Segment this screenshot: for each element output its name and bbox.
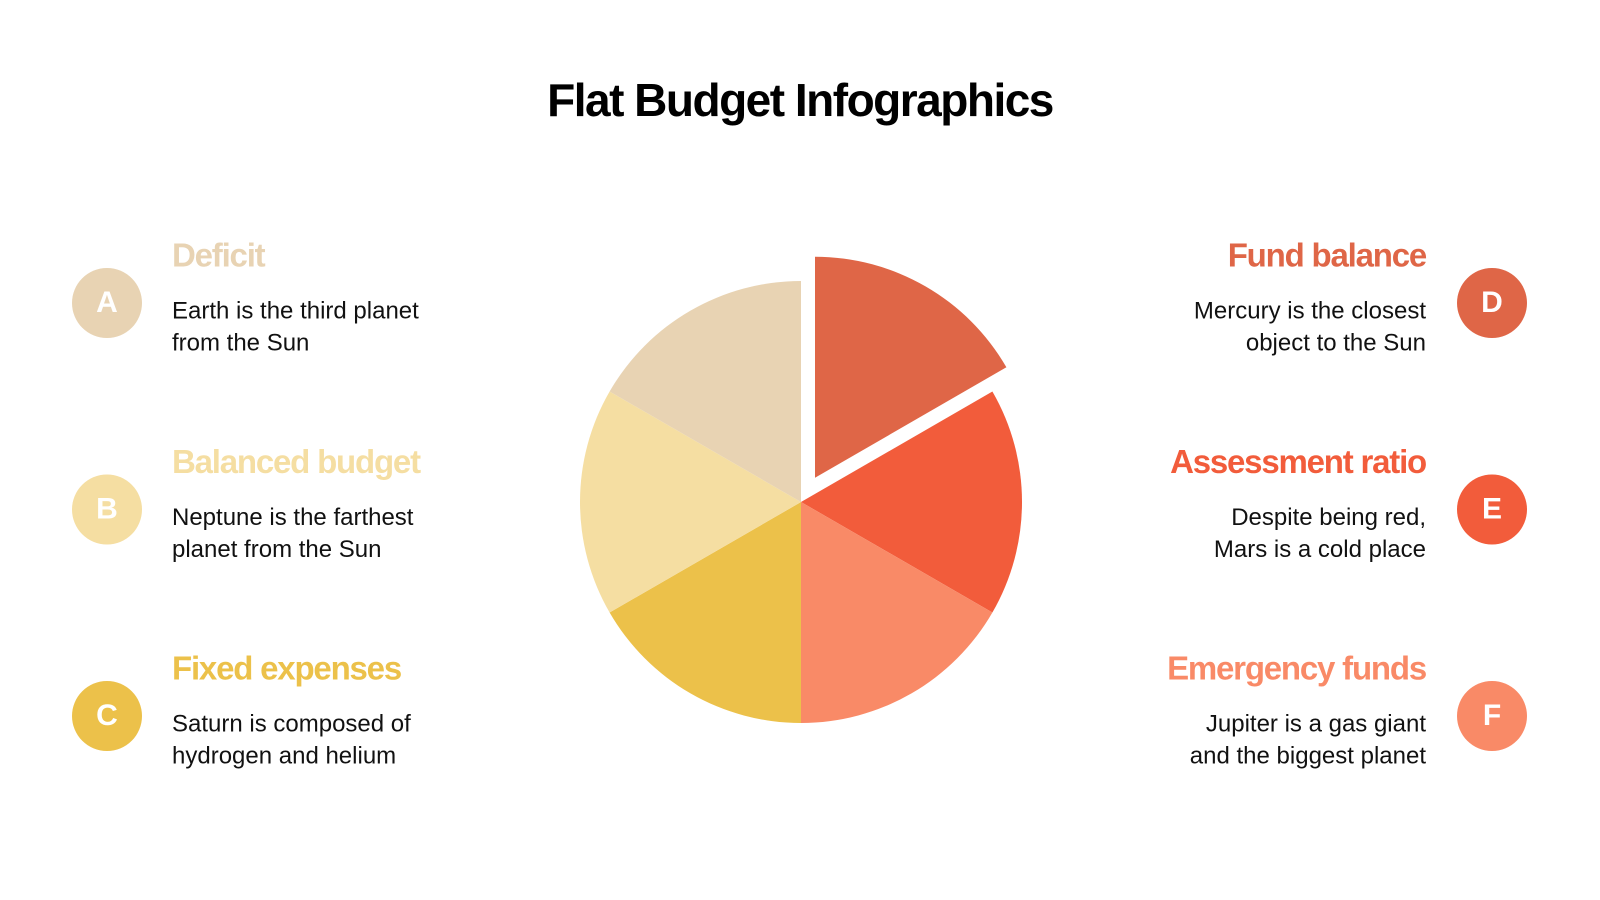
description: Despite being red, xyxy=(1231,504,1426,531)
pie-slice xyxy=(801,391,1022,613)
heading: Deficit xyxy=(172,237,266,274)
heading: Fixed expenses xyxy=(172,650,401,687)
letter: B xyxy=(96,492,118,525)
letter-badge xyxy=(1457,268,1527,338)
pie-slice xyxy=(609,502,801,723)
letter-badge xyxy=(1457,474,1527,545)
description: Neptune is the farthest xyxy=(172,504,414,531)
description: Mercury is the closest xyxy=(1194,297,1426,324)
letter-badge xyxy=(72,474,142,545)
letter-badge xyxy=(1457,681,1527,751)
description: Saturn is composed of xyxy=(172,710,411,737)
pie-slice xyxy=(580,391,801,613)
pie-slice xyxy=(801,502,993,723)
description: Earth is the third planet xyxy=(172,297,419,324)
letter: C xyxy=(96,699,118,732)
heading: Fund balance xyxy=(1228,237,1427,274)
pie-slice xyxy=(609,281,801,502)
letter-badge xyxy=(72,681,142,751)
letter: E xyxy=(1482,492,1502,525)
letter: F xyxy=(1483,699,1501,732)
pie-slice xyxy=(815,256,1007,478)
title: Flat Budget Infographics xyxy=(547,74,1053,126)
heading: Balanced budget xyxy=(172,443,421,480)
letter: D xyxy=(1481,286,1503,319)
letter-badge xyxy=(72,268,142,338)
description: object to the Sun xyxy=(1246,329,1426,356)
description: planet from the Sun xyxy=(172,536,381,563)
description: and the biggest planet xyxy=(1190,742,1427,769)
letter: A xyxy=(96,286,118,319)
description: from the Sun xyxy=(172,329,309,356)
heading: Emergency funds xyxy=(1167,650,1426,687)
description: Mars is a cold place xyxy=(1214,536,1426,563)
description: hydrogen and helium xyxy=(172,742,396,769)
heading: Assessment ratio xyxy=(1170,443,1426,480)
description: Jupiter is a gas giant xyxy=(1206,710,1426,737)
